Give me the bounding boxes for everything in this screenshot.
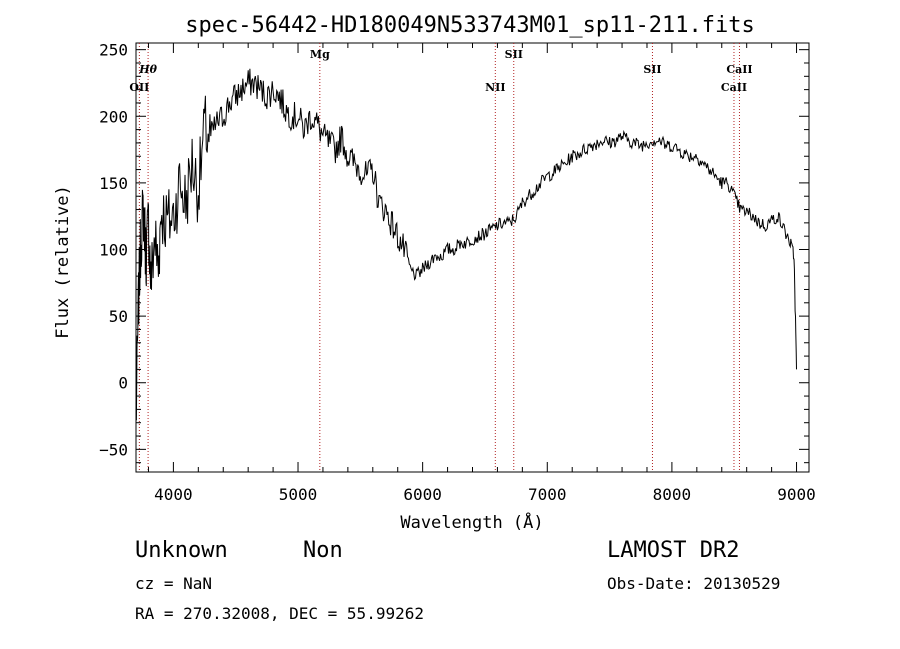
- survey-name: LAMOST DR2: [607, 538, 740, 563]
- x-tick-label: 9000: [777, 485, 816, 504]
- y-tick-label: 150: [99, 174, 128, 193]
- x-tick-label: 8000: [653, 485, 692, 504]
- x-tick-label: 7000: [528, 485, 567, 504]
- spectral-line-label: NII: [485, 81, 505, 94]
- chart-title: spec-56442-HD180049N533743M01_sp11-211.f…: [185, 13, 755, 38]
- y-tick-label: −50: [99, 440, 128, 459]
- spectral-line-label: SII: [505, 48, 523, 61]
- plot-frame: [135, 42, 810, 473]
- y-tick-label: 0: [118, 374, 128, 393]
- spectral-line-label: OII: [129, 81, 149, 94]
- x-axis-label: Wavelength (Å): [400, 511, 543, 533]
- spectral-line-label: SII: [643, 63, 661, 76]
- y-tick-label: 250: [99, 41, 128, 60]
- y-tick-label: 100: [99, 241, 128, 260]
- redshift-value: cz = NaN: [135, 574, 213, 593]
- object-class: Unknown: [135, 538, 228, 563]
- spectrum-line: [135, 68, 797, 421]
- spectral-line-label: CaII: [721, 81, 747, 94]
- spectral-line-label: Mg: [310, 48, 330, 61]
- x-tick-label: 5000: [279, 485, 318, 504]
- spectral-line-label: Hθ: [138, 63, 157, 76]
- y-tick-label: 50: [109, 307, 128, 326]
- x-tick-label: 6000: [403, 485, 442, 504]
- observation-date: Obs-Date: 20130529: [607, 574, 781, 593]
- y-axis-label: Flux (relative): [53, 185, 73, 339]
- coordinates: RA = 270.32008, DEC = 55.99262: [135, 604, 424, 623]
- x-tick-label: 4000: [154, 485, 193, 504]
- spectral-line-label: CaII: [726, 63, 752, 76]
- object-subclass: Non: [303, 538, 343, 563]
- y-tick-label: 200: [99, 107, 128, 126]
